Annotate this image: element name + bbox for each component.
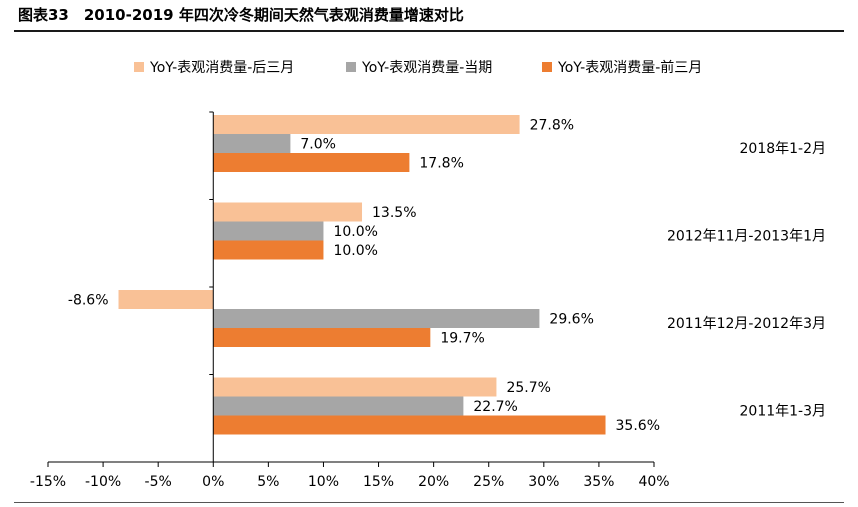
figure-title: 图表33 2010-2019 年四次冷冬期间天然气表观消费量增速对比 (18, 6, 464, 24)
bar-1-1 (213, 221, 324, 241)
data-label-0-1: 13.5% (372, 205, 416, 221)
bar-2-0 (213, 153, 410, 172)
data-label-1-3: 22.7% (473, 399, 517, 415)
bar-0-3 (213, 377, 497, 397)
x-tick-label-4: 5% (257, 474, 279, 490)
data-label-0-0: 27.8% (530, 118, 574, 134)
data-label-1-0: 7.0% (300, 137, 336, 153)
data-label-2-3: 35.6% (616, 418, 660, 434)
data-label-2-0: 17.8% (419, 156, 463, 172)
title-bar: 图表33 2010-2019 年四次冷冬期间天然气表观消费量增速对比 (14, 0, 844, 32)
legend-swatch-before (542, 62, 552, 72)
bottom-rule (14, 502, 844, 503)
category-label-0: 2018年1-2月 (740, 141, 827, 157)
x-tick-label-10: 35% (583, 474, 614, 490)
bar-0-2 (118, 290, 214, 309)
data-label-1-1: 10.0% (333, 224, 377, 240)
x-tick-label-5: 10% (308, 474, 339, 490)
legend-item-current: YoY-表观消费量-当期 (346, 55, 492, 79)
bar-1-3 (213, 396, 464, 416)
bar-2-2 (213, 328, 431, 347)
bar-0-1 (213, 202, 363, 222)
x-tick-label-1: -10% (85, 474, 121, 490)
x-tick-label-11: 40% (638, 474, 669, 490)
x-tick-label-2: -5% (145, 474, 172, 490)
data-label-2-1: 10.0% (333, 243, 377, 259)
data-label-2-2: 19.7% (440, 331, 484, 347)
x-tick-label-9: 30% (528, 474, 559, 490)
legend-label-before: YoY-表观消费量-前三月 (558, 60, 703, 76)
legend-swatch-after (134, 62, 144, 72)
category-label-1: 2012年11月-2013年1月 (667, 228, 826, 244)
bar-2-1 (213, 240, 324, 260)
legend-item-after: YoY-表观消费量-后三月 (134, 55, 294, 79)
x-tick-label-8: 25% (473, 474, 504, 490)
x-tick-label-7: 20% (418, 474, 449, 490)
legend-item-before: YoY-表观消费量-前三月 (542, 55, 702, 79)
data-label-1-2: 29.6% (549, 312, 593, 328)
legend-label-current: YoY-表观消费量-当期 (362, 60, 493, 76)
category-label-2: 2011年12月-2012年3月 (667, 316, 826, 332)
bar-0-0 (213, 115, 520, 134)
x-tick-label-0: -15% (30, 474, 66, 490)
x-tick-label-3: 0% (202, 474, 224, 490)
data-label-0-2: -8.6% (68, 293, 109, 309)
data-label-0-3: 25.7% (506, 380, 550, 396)
chart-legend: YoY-表观消费量-后三月 YoY-表观消费量-当期 YoY-表观消费量-前三月 (0, 55, 858, 79)
category-label-3: 2011年1-3月 (740, 403, 827, 419)
legend-label-after: YoY-表观消费量-后三月 (150, 60, 295, 76)
bar-1-0 (213, 134, 291, 153)
legend-swatch-current (346, 62, 356, 72)
bar-1-2 (213, 309, 540, 328)
bar-2-3 (213, 415, 606, 435)
x-tick-label-6: 15% (363, 474, 394, 490)
